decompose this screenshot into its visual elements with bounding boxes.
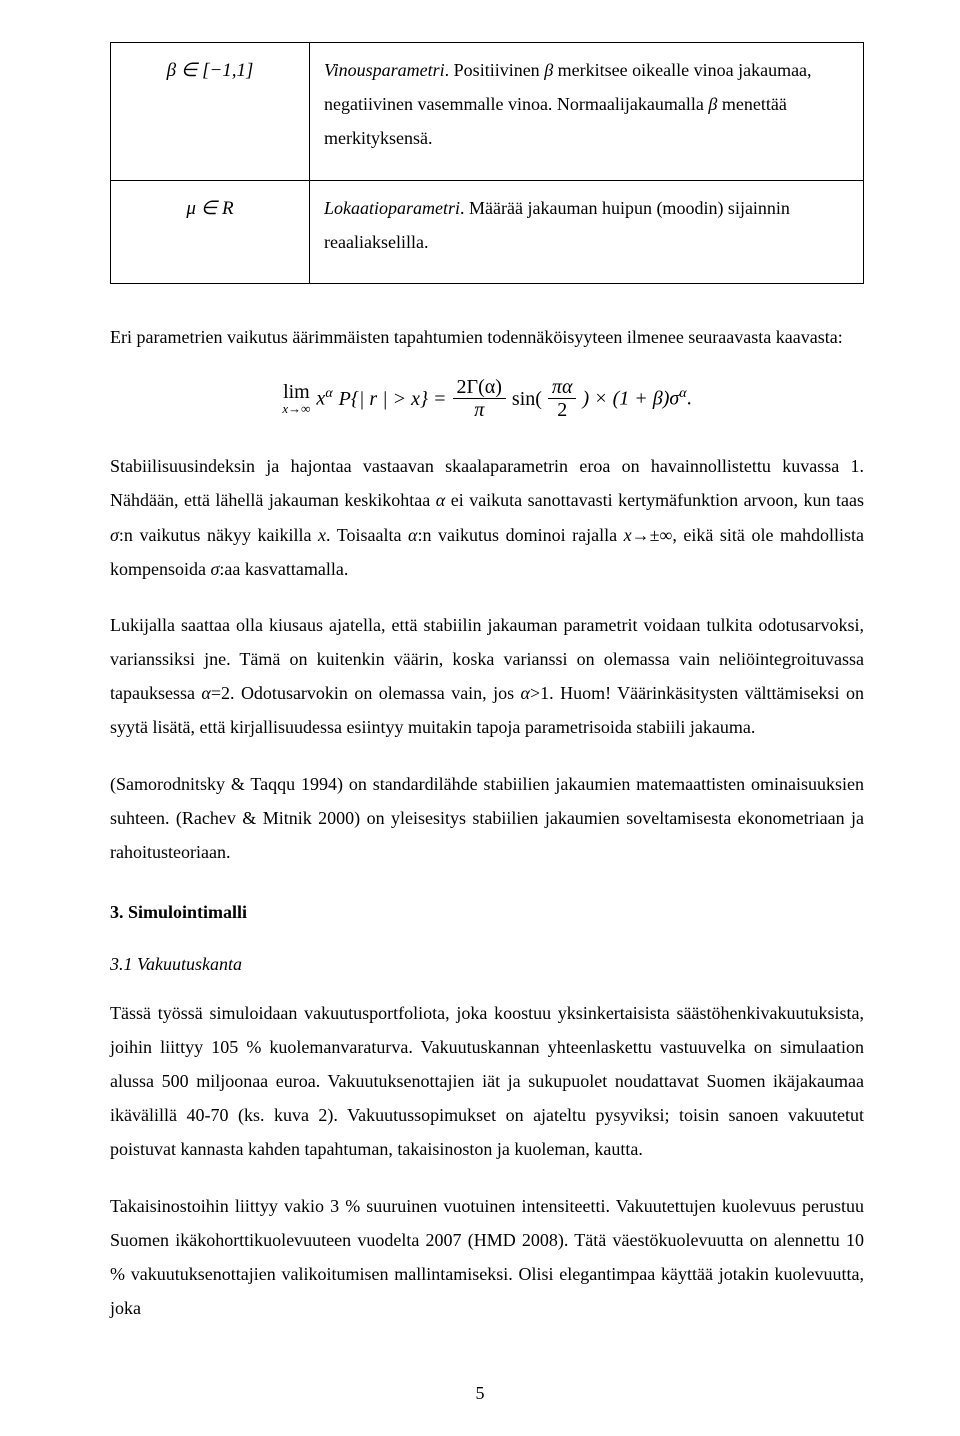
paragraph-reader-caution: Lukijalla saattaa olla kiusaus ajatella,… (110, 608, 864, 745)
frac-num: πα (548, 376, 577, 399)
param-symbol-mu: μ ∈ R (111, 180, 310, 283)
parameter-table: β ∈ [−1,1] Vinousparametri. Positiivinen… (110, 42, 864, 284)
param-desc-mu: Lokaatioparametri. Määrää jakauman huipu… (310, 180, 864, 283)
table-row: μ ∈ R Lokaatioparametri. Määrää jakauman… (111, 180, 864, 283)
paragraph-surrender-mortality: Takaisinostoihin liittyy vakio 3 % suuru… (110, 1189, 864, 1326)
param-symbol-beta: β ∈ [−1,1] (111, 43, 310, 181)
lhs-prob: P{| r | > x} = (339, 387, 447, 411)
section-3-title: 3. Simulointimalli (110, 895, 864, 929)
frac-den: 2 (553, 399, 571, 421)
paragraph-portfolio: Tässä työssä simuloidaan vakuutusportfol… (110, 996, 864, 1167)
paragraph-stability-index: Stabiilisuusindeksin ja hajontaa vastaav… (110, 449, 864, 586)
limit-block: lim x→∞ (282, 382, 310, 415)
lim-sub: x→∞ (282, 402, 310, 415)
lhs-x: xα (316, 386, 332, 411)
frac-den: π (470, 399, 488, 421)
table-row: β ∈ [−1,1] Vinousparametri. Positiivinen… (111, 43, 864, 181)
param-desc-beta: Vinousparametri. Positiivinen β merkitse… (310, 43, 864, 181)
formula-lead-text: Eri parametrien vaikutus äärimmäisten ta… (110, 320, 864, 354)
symbol-text: β ∈ [−1,1] (167, 60, 254, 81)
symbol-text: μ ∈ R (186, 198, 233, 219)
sin-open: sin( (512, 387, 542, 411)
fraction-pihalfalpha: πα 2 (548, 376, 577, 421)
fraction-gamma: 2Γ(α) π (453, 376, 506, 421)
lim-label: lim (283, 382, 310, 402)
paragraph-references: (Samorodnitsky & Taqqu 1994) on standard… (110, 767, 864, 870)
page-root: β ∈ [−1,1] Vinousparametri. Positiivinen… (0, 0, 960, 1436)
page-number: 5 (0, 1376, 960, 1410)
tail-probability-formula: lim x→∞ xα P{| r | > x} = 2Γ(α) π sin( π… (110, 376, 864, 421)
section-3-1-title: 3.1 Vakuutuskanta (110, 947, 864, 981)
frac-num: 2Γ(α) (453, 376, 506, 399)
tail: ) × (1 + β)σα. (582, 386, 691, 411)
